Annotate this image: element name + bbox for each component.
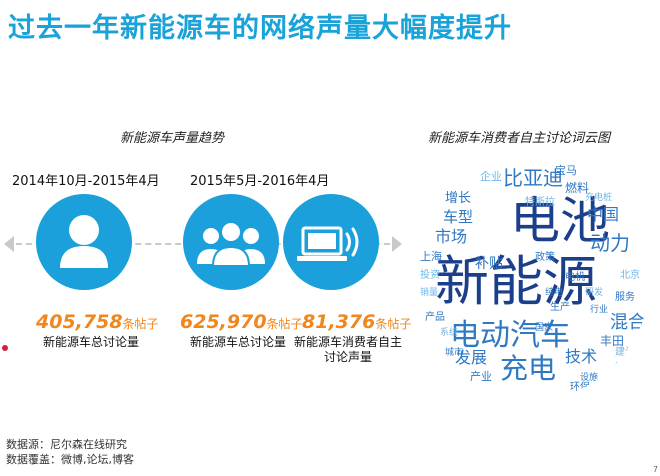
cloud-word: 企业 bbox=[480, 169, 502, 183]
word-cloud: 电池 新能源电动汽车 充电 比亚迪动力 中国市场发展 技术 混合 补贴 车型 增长 企业 宝马燃料 充电… bbox=[415, 150, 651, 400]
cloud-word: 动力 bbox=[590, 231, 630, 255]
cloud-word: 宝马 bbox=[555, 163, 577, 177]
group-circle bbox=[183, 194, 279, 290]
cloud-word: 比亚迪 bbox=[503, 166, 563, 190]
cloud-word: 北京 bbox=[620, 268, 640, 281]
cloud-word: 上海 bbox=[420, 249, 442, 263]
cloud-word: 市场 bbox=[435, 227, 467, 246]
cloud-word: 新能源 bbox=[435, 250, 597, 313]
laptop-broadcast-icon bbox=[297, 226, 359, 261]
cloud-word: 中国 bbox=[587, 205, 619, 224]
cloud-word: 推出 bbox=[615, 361, 633, 373]
source-line-1: 数据源：尼尔森在线研究 bbox=[6, 438, 127, 451]
source-line-2: 数据覆盖：微博,论坛,博客 bbox=[6, 453, 134, 466]
stat-3-unit: 条帖子 bbox=[375, 317, 412, 331]
cloud-word: 丰田 bbox=[600, 334, 624, 348]
arrow-right-icon bbox=[392, 236, 402, 252]
wordcloud-section-label: 新能源车消费者自主讨论词云图 bbox=[428, 131, 611, 146]
cloud-word: 城市 bbox=[445, 346, 463, 358]
period-label-2: 2015年5月-2016年4月 bbox=[190, 174, 330, 189]
cloud-word: 电机 bbox=[565, 270, 585, 283]
person-icon bbox=[60, 215, 108, 268]
group-icon bbox=[197, 221, 265, 267]
cloud-word: 增长 bbox=[445, 191, 471, 206]
cloud-word: 技术 bbox=[565, 347, 597, 366]
laptop-circle bbox=[283, 194, 379, 290]
person-circle bbox=[36, 194, 132, 290]
page-number: 7 bbox=[652, 465, 658, 474]
stat-3-value: 81,376 bbox=[302, 311, 376, 333]
stat-1-label: 新能源车总讨论量 bbox=[42, 335, 139, 349]
cloud-word: 生产 bbox=[550, 300, 570, 313]
cloud-word: 国家 bbox=[535, 321, 553, 333]
cloud-word: 充电 bbox=[500, 352, 556, 385]
cloud-word: 车型 bbox=[443, 208, 473, 226]
cloud-word: 发展 bbox=[455, 348, 487, 367]
stat-2-unit: 条帖子 bbox=[266, 317, 303, 331]
cloud-word: 充电桩 bbox=[585, 191, 612, 203]
cloud-word: 电动汽车 bbox=[450, 318, 570, 353]
cloud-word: 纯电 bbox=[545, 286, 563, 298]
period-label-1: 2014年10月-2015年4月 bbox=[12, 174, 160, 189]
cloud-word: 特斯拉 bbox=[525, 195, 555, 208]
cloud-word: 建设 bbox=[615, 345, 635, 358]
stat-1-value: 405,758 bbox=[36, 311, 123, 333]
page-title: 过去一年新能源车的网络声量大幅度提升 bbox=[8, 13, 512, 44]
cloud-word: 补贴 bbox=[475, 256, 503, 272]
cloud-word: 系统 bbox=[440, 326, 458, 338]
cloud-word: 混合 bbox=[610, 312, 646, 333]
cloud-word: 销量 bbox=[420, 286, 438, 298]
cloud-word: 行业 bbox=[590, 303, 608, 315]
cloud-word: 政策 bbox=[535, 250, 555, 263]
cloud-word: 设施 bbox=[580, 371, 598, 383]
stat-1: 405,758条帖子 bbox=[36, 313, 159, 332]
cloud-word: 产品 bbox=[425, 310, 445, 323]
cloud-word: 投资 bbox=[420, 268, 440, 281]
stat-3: 81,376条帖子 bbox=[302, 313, 411, 332]
cloud-word: 电池 bbox=[510, 192, 610, 250]
cloud-word: 产业 bbox=[470, 369, 492, 383]
stat-2-value: 625,970 bbox=[180, 311, 267, 333]
trend-section-label: 新能源车声量趋势 bbox=[120, 131, 225, 146]
cloud-word: 燃料 bbox=[565, 180, 589, 195]
marker-dot bbox=[2, 345, 8, 351]
cloud-word: 服务 bbox=[615, 290, 635, 303]
stat-2: 625,970条帖子 bbox=[180, 313, 303, 332]
stat-3-label: 新能源车消费者自主讨论声量 bbox=[293, 335, 402, 364]
arrow-left-icon bbox=[4, 236, 14, 252]
stat-1-unit: 条帖子 bbox=[122, 317, 159, 331]
stat-2-label: 新能源车总讨论量 bbox=[189, 335, 286, 349]
cloud-word: 研发 bbox=[585, 286, 603, 298]
